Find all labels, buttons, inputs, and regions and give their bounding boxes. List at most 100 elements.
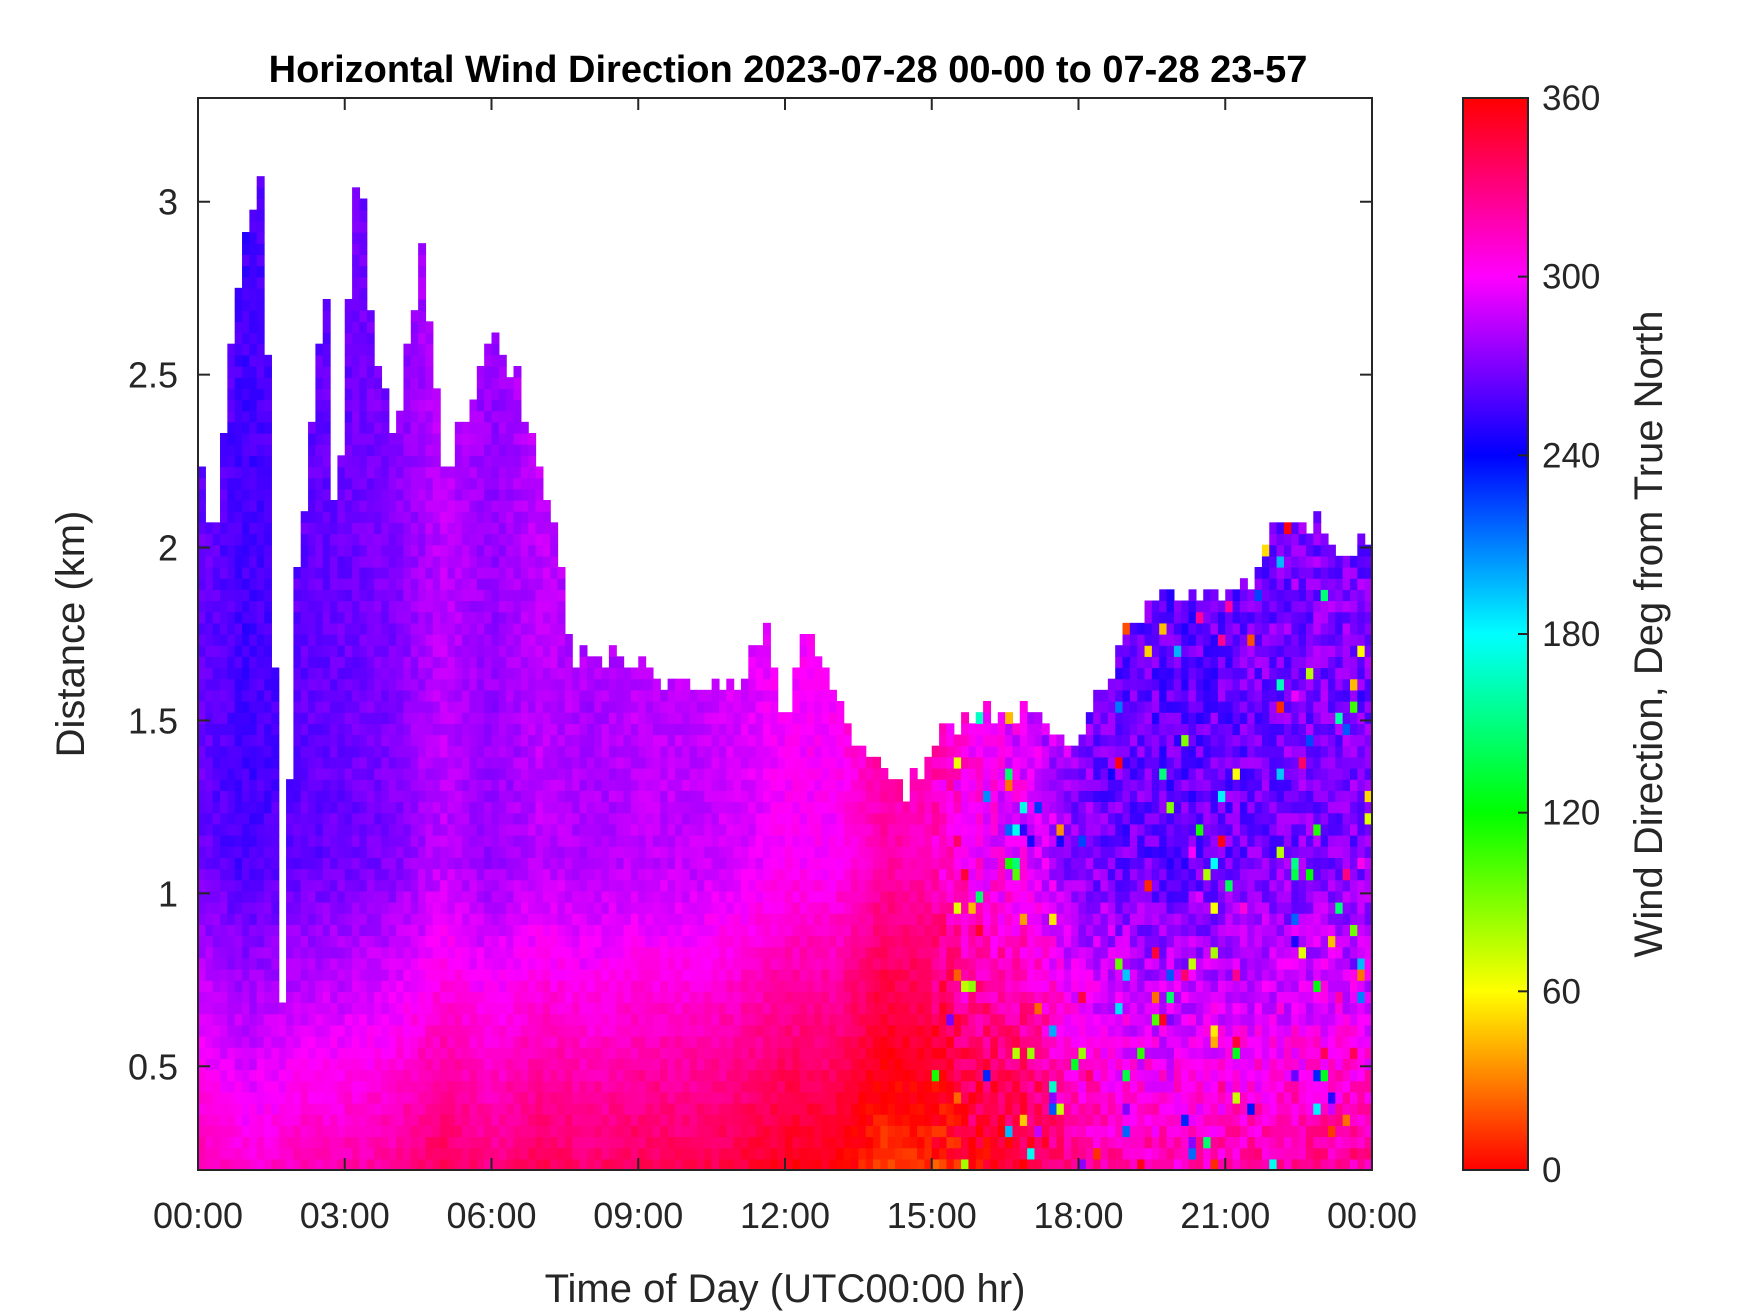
heatmap-cell bbox=[410, 567, 419, 579]
heatmap-cell bbox=[814, 957, 823, 970]
heatmap-cell bbox=[748, 846, 757, 858]
heatmap-cell bbox=[513, 879, 522, 892]
heatmap-cell bbox=[594, 835, 603, 847]
heatmap-cell bbox=[293, 935, 302, 948]
heatmap-cell bbox=[264, 868, 272, 881]
heatmap-cell bbox=[528, 455, 537, 468]
heatmap-cell bbox=[579, 857, 588, 870]
heatmap-cell bbox=[322, 500, 331, 512]
heatmap-cell bbox=[513, 745, 522, 758]
heatmap-cell bbox=[322, 745, 331, 758]
heatmap-cell bbox=[711, 745, 720, 758]
heatmap-cell bbox=[198, 823, 206, 836]
heatmap-cell bbox=[755, 812, 764, 825]
heatmap-cell bbox=[300, 980, 309, 992]
heatmap-cell bbox=[264, 366, 272, 378]
heatmap-cell bbox=[388, 812, 397, 825]
heatmap-cell bbox=[520, 1069, 529, 1082]
heatmap-cell bbox=[660, 1080, 669, 1093]
heatmap-cell bbox=[359, 1114, 368, 1126]
heatmap-cell bbox=[264, 1080, 272, 1093]
heatmap-cell bbox=[271, 1058, 280, 1071]
heatmap-cell bbox=[550, 779, 559, 791]
heatmap-cell bbox=[447, 511, 456, 523]
heatmap-cell bbox=[476, 801, 485, 814]
heatmap-cell bbox=[520, 533, 529, 546]
heatmap-cell bbox=[418, 287, 427, 300]
heatmap-cell bbox=[462, 723, 471, 736]
heatmap-cell bbox=[388, 622, 397, 635]
heatmap-cell bbox=[308, 857, 316, 870]
heatmap-cell bbox=[469, 745, 478, 758]
heatmap-cell bbox=[601, 1036, 610, 1048]
heatmap-cell bbox=[432, 946, 441, 959]
heatmap-cell bbox=[586, 823, 595, 836]
heatmap-cell bbox=[748, 957, 757, 970]
heatmap-cell bbox=[674, 723, 683, 736]
heatmap-cell bbox=[586, 902, 595, 914]
heatmap-cell bbox=[381, 399, 390, 412]
heatmap-cell bbox=[696, 1047, 705, 1059]
heatmap-cell bbox=[623, 835, 632, 847]
heatmap-cell bbox=[352, 957, 361, 970]
heatmap-cell bbox=[740, 1024, 749, 1037]
heatmap-cell bbox=[718, 1058, 727, 1071]
heatmap-cell bbox=[205, 1036, 214, 1048]
heatmap-cell bbox=[315, 857, 324, 870]
heatmap-cell bbox=[315, 600, 324, 613]
heatmap-cell bbox=[330, 600, 339, 613]
heatmap-cell bbox=[557, 790, 566, 803]
heatmap-cell bbox=[645, 667, 654, 680]
heatmap-cell bbox=[432, 1036, 441, 1048]
heatmap-cell bbox=[777, 779, 786, 791]
heatmap-cell bbox=[462, 511, 471, 523]
heatmap-cell bbox=[242, 500, 250, 512]
heatmap-cell bbox=[528, 857, 537, 870]
heatmap-cell bbox=[264, 656, 272, 669]
heatmap-cell bbox=[564, 790, 573, 803]
heatmap-cell bbox=[550, 1002, 559, 1015]
heatmap-cell bbox=[484, 678, 493, 691]
heatmap-cell bbox=[293, 1013, 302, 1026]
heatmap-cell bbox=[359, 846, 368, 858]
heatmap-cell bbox=[799, 868, 808, 881]
heatmap-cell bbox=[476, 667, 485, 680]
heatmap-cell bbox=[542, 935, 551, 948]
heatmap-cell bbox=[542, 634, 551, 646]
heatmap-cell bbox=[770, 712, 779, 724]
heatmap-cell bbox=[740, 924, 749, 937]
heatmap-cell bbox=[799, 1024, 808, 1037]
heatmap-cell bbox=[491, 645, 500, 657]
heatmap-cell bbox=[242, 232, 250, 244]
heatmap-cell bbox=[484, 589, 493, 602]
heatmap-cell bbox=[630, 812, 639, 825]
heatmap-cell bbox=[234, 522, 243, 535]
heatmap-cell bbox=[660, 846, 669, 858]
heatmap-cell bbox=[330, 712, 339, 724]
heatmap-cell bbox=[799, 980, 808, 992]
heatmap-cell bbox=[557, 812, 566, 825]
heatmap-cell bbox=[249, 701, 258, 713]
heatmap-cell bbox=[572, 868, 581, 881]
heatmap-cell bbox=[807, 924, 815, 937]
heatmap-cell bbox=[770, 1080, 779, 1093]
heatmap-cell bbox=[689, 723, 698, 736]
heatmap-cell bbox=[740, 1158, 749, 1170]
heatmap-cell bbox=[234, 1125, 243, 1138]
heatmap-cell bbox=[374, 377, 383, 389]
heatmap-cell bbox=[352, 1036, 361, 1048]
heatmap-cell bbox=[733, 712, 742, 724]
heatmap-cell bbox=[718, 924, 727, 937]
heatmap-cell bbox=[704, 756, 713, 769]
heatmap-cell bbox=[777, 1091, 786, 1104]
heatmap-cell bbox=[242, 299, 250, 311]
heatmap-cell bbox=[425, 768, 434, 780]
heatmap-cell bbox=[586, 913, 595, 925]
heatmap-cell bbox=[447, 879, 456, 892]
heatmap-cell bbox=[807, 1013, 815, 1026]
heatmap-cell bbox=[506, 388, 515, 401]
heatmap-cell bbox=[425, 957, 434, 970]
heatmap-cell bbox=[381, 1036, 390, 1048]
heatmap-cell bbox=[432, 868, 441, 881]
heatmap-cell bbox=[586, 1103, 595, 1115]
